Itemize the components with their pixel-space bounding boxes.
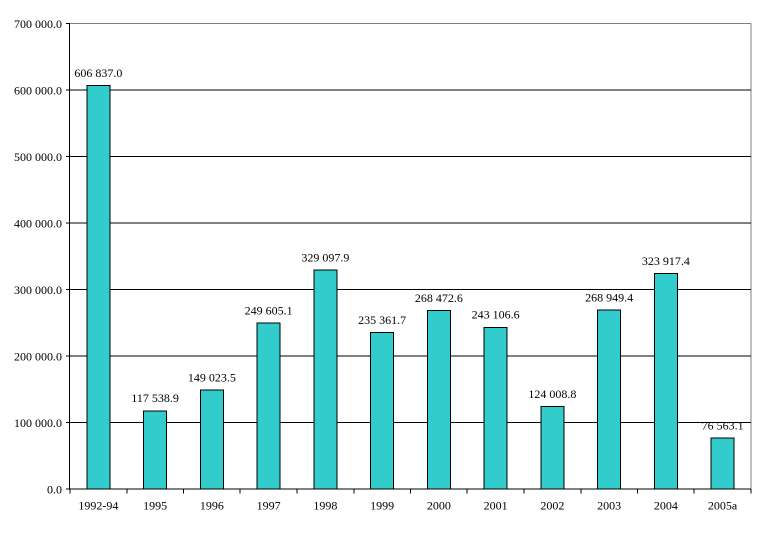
svg-text:606 837.0: 606 837.0 [74, 66, 122, 80]
svg-text:300 000.0: 300 000.0 [14, 283, 62, 297]
svg-text:268 472.6: 268 472.6 [415, 291, 463, 305]
svg-text:2005a: 2005a [708, 498, 738, 512]
svg-text:76 563.1: 76 563.1 [702, 419, 744, 433]
svg-text:268 949.4: 268 949.4 [585, 291, 633, 305]
svg-text:1995: 1995 [143, 498, 167, 512]
svg-text:500 000.0: 500 000.0 [14, 150, 62, 164]
svg-text:1997: 1997 [257, 498, 281, 512]
svg-text:323 917.4: 323 917.4 [642, 254, 690, 268]
svg-text:1992-94: 1992-94 [78, 498, 118, 512]
svg-text:2000: 2000 [427, 498, 451, 512]
svg-text:2004: 2004 [654, 498, 678, 512]
svg-text:200 000.0: 200 000.0 [14, 350, 62, 364]
svg-text:100 000.0: 100 000.0 [14, 416, 62, 430]
svg-text:124 008.8: 124 008.8 [528, 387, 576, 401]
svg-text:117 538.9: 117 538.9 [131, 391, 179, 405]
svg-text:2002: 2002 [540, 498, 564, 512]
svg-text:0.0: 0.0 [47, 483, 62, 497]
svg-text:1996: 1996 [200, 498, 224, 512]
svg-text:2003: 2003 [597, 498, 621, 512]
svg-text:235 361.7: 235 361.7 [358, 313, 406, 327]
svg-text:149 023.5: 149 023.5 [188, 370, 236, 384]
svg-text:400 000.0: 400 000.0 [14, 217, 62, 231]
svg-text:243 106.6: 243 106.6 [472, 308, 520, 322]
svg-text:329 097.9: 329 097.9 [301, 251, 349, 265]
svg-text:249 605.1: 249 605.1 [245, 303, 293, 317]
svg-text:700 000.0: 700 000.0 [14, 17, 62, 31]
svg-text:2001: 2001 [484, 498, 508, 512]
svg-text:600 000.0: 600 000.0 [14, 84, 62, 98]
svg-text:1998: 1998 [313, 498, 337, 512]
svg-text:1999: 1999 [370, 498, 394, 512]
